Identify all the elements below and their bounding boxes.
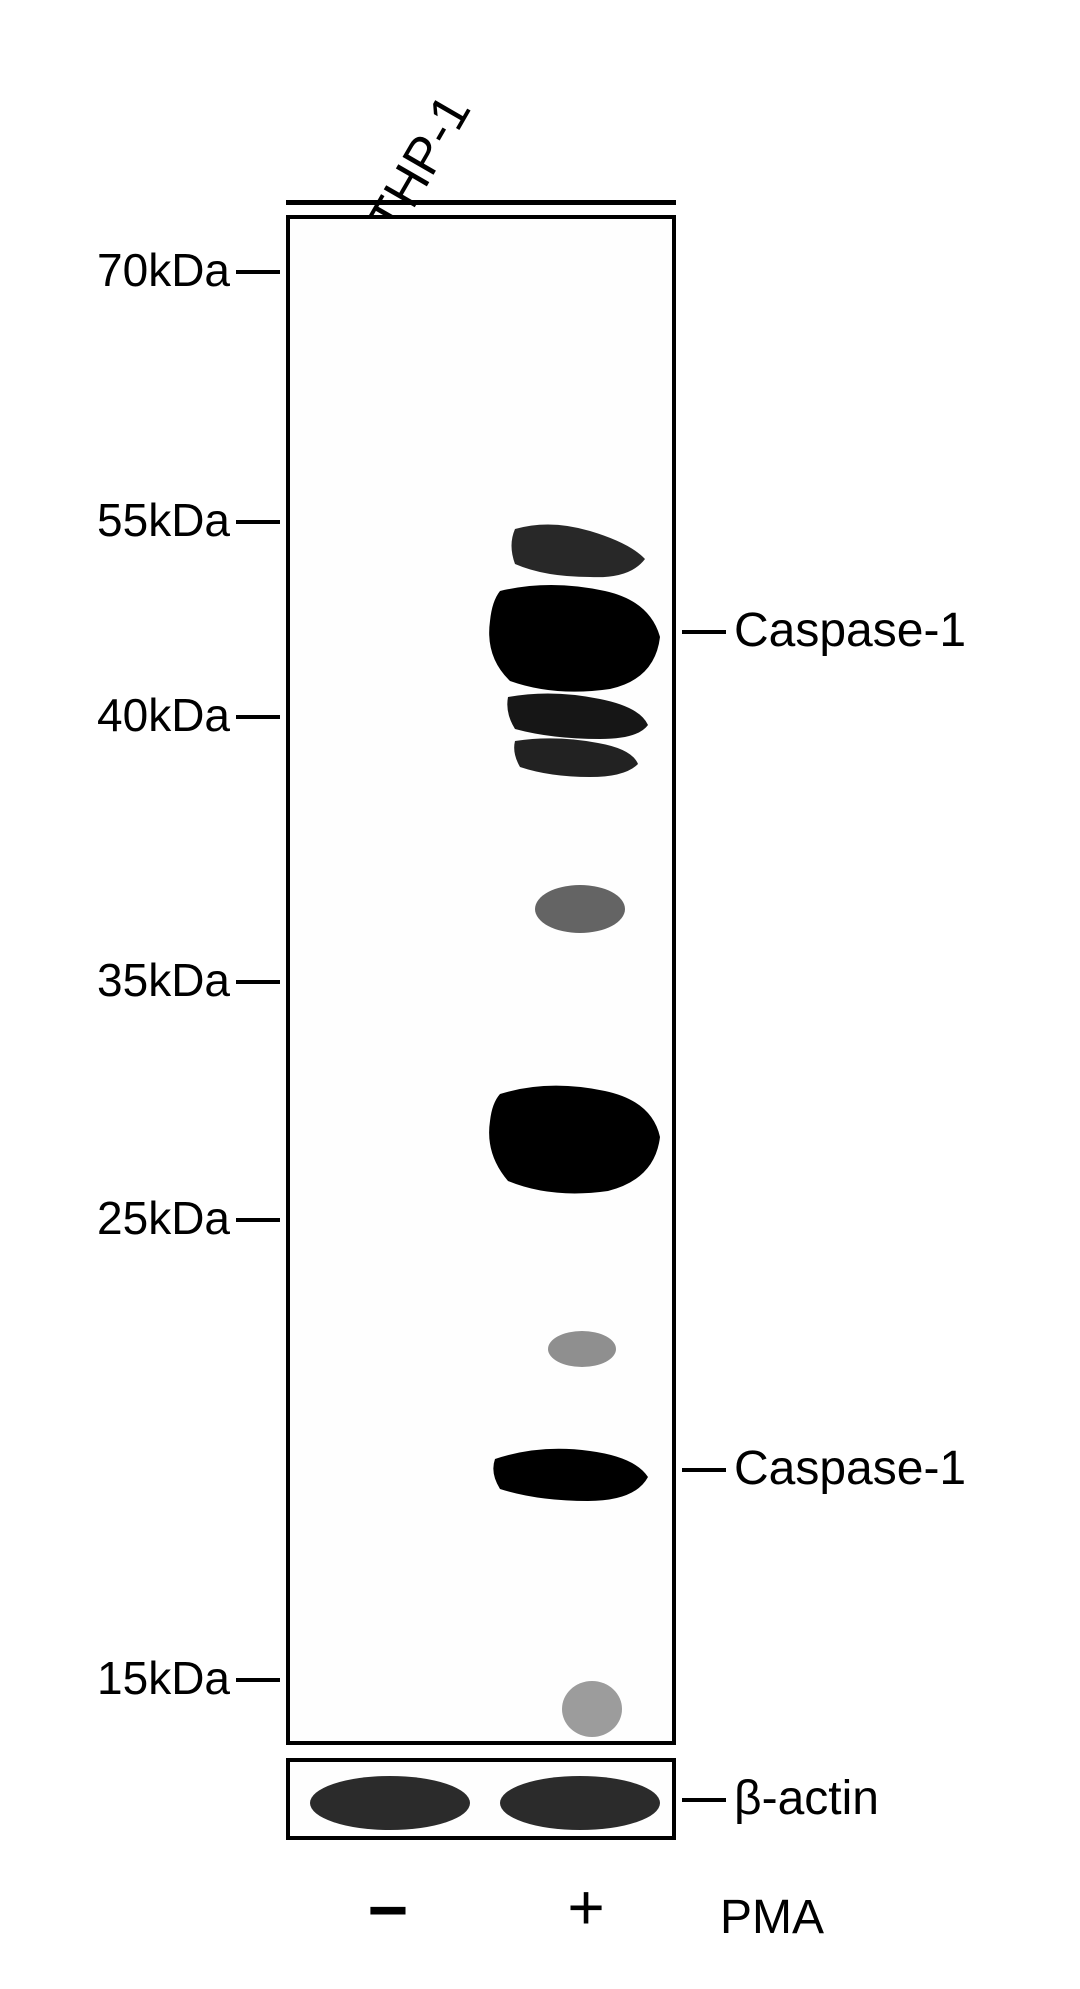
western-blot-figure: { "figure": { "type": "western-blot", "w… xyxy=(0,0,1080,1989)
mw-label: 35kDa xyxy=(30,953,230,1007)
right-label: Caspase-1 xyxy=(734,603,966,658)
right-tick xyxy=(682,1468,726,1472)
right-tick xyxy=(682,1798,726,1802)
treatment-minus: − xyxy=(348,1870,428,1950)
main-blot-svg xyxy=(290,219,676,1745)
actin-blot-svg xyxy=(290,1762,676,1840)
mw-label: 40kDa xyxy=(30,688,230,742)
mw-tick xyxy=(236,520,280,524)
right-tick xyxy=(682,630,726,634)
treatment-name: PMA xyxy=(720,1890,824,1945)
mw-tick xyxy=(236,980,280,984)
mw-tick xyxy=(236,1218,280,1222)
mw-label: 55kDa xyxy=(30,493,230,547)
mw-tick xyxy=(236,1678,280,1682)
sample-group-bar xyxy=(286,200,676,205)
mw-label: 15kDa xyxy=(30,1651,230,1705)
treatment-plus: + xyxy=(546,1870,626,1944)
mw-label: 70kDa xyxy=(30,243,230,297)
actin-blot xyxy=(286,1758,676,1840)
mw-label: 25kDa xyxy=(30,1191,230,1245)
mw-tick xyxy=(236,715,280,719)
mw-tick xyxy=(236,270,280,274)
main-blot xyxy=(286,215,676,1745)
right-label: β-actin xyxy=(734,1771,879,1826)
right-label: Caspase-1 xyxy=(734,1441,966,1496)
